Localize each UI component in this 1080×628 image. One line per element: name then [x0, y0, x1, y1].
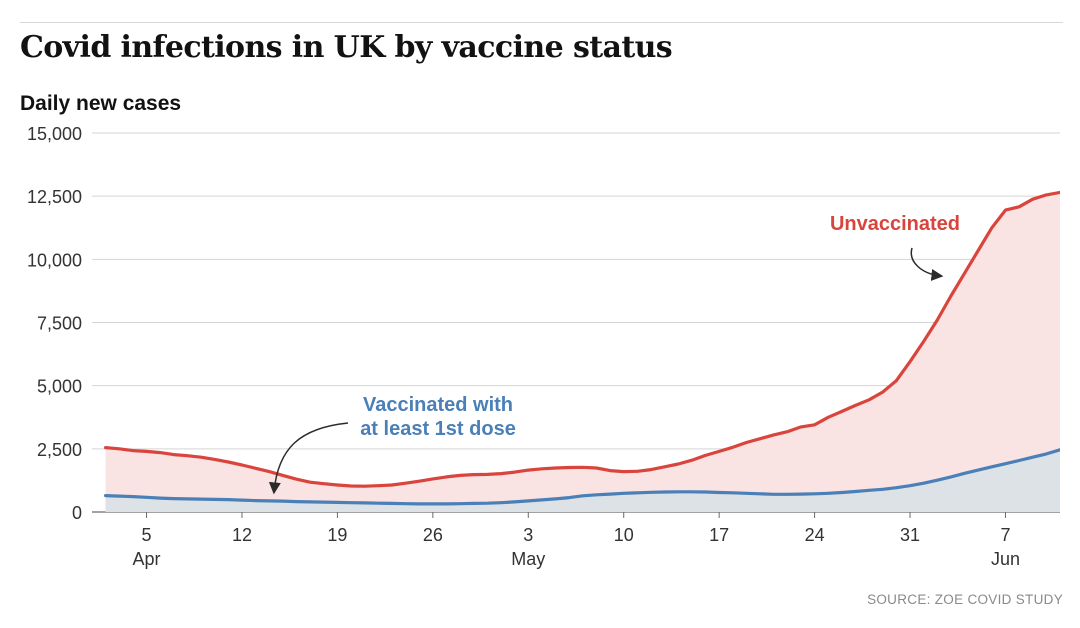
annotation-line: at least 1st dose	[360, 418, 516, 440]
x-tick-label: 12	[232, 525, 252, 545]
y-tick-label: 0	[72, 503, 82, 523]
x-month-label: Jun	[991, 549, 1020, 569]
annotation-line: Vaccinated with	[363, 394, 513, 416]
annotation-vaccinated: Vaccinated with at least 1st dose	[360, 394, 516, 440]
series-line-unvaccinated	[104, 190, 1060, 488]
annotation-vaccinated-arrow	[268, 422, 349, 495]
annotation-unvaccinated: Unvaccinated	[830, 213, 960, 235]
top-rule	[20, 22, 1063, 23]
line-layer	[104, 190, 1060, 506]
y-tick-label: 7,500	[37, 314, 82, 334]
area-layer	[105, 192, 1060, 512]
x-tick-label: 10	[614, 525, 634, 545]
x-tick-label: 17	[709, 525, 729, 545]
annotation-unvaccinated-arrow	[910, 247, 944, 281]
y-tick-label: 2,500	[37, 440, 82, 460]
x-tick-label: 7	[1000, 525, 1010, 545]
y-tick-label: 5,000	[37, 377, 82, 397]
y-axis-title: Daily new cases	[20, 92, 182, 115]
y-tick-label: 15,000	[27, 124, 82, 144]
tick-label-layer: 0 2,500 5,000 7,500 10,000 12,500 15,000 5 12 19 2…	[27, 124, 1020, 569]
source-note: SOURCE: ZOE COVID STUDY	[867, 592, 1063, 607]
y-tick-label: 12,500	[27, 187, 82, 207]
chart-title: Covid infections in UK by vaccine status	[20, 30, 673, 65]
x-month-label: May	[511, 549, 545, 569]
series-area-vaccinated	[105, 449, 1060, 512]
series-line-vaccinated	[104, 448, 1060, 506]
x-month-label: Apr	[133, 549, 161, 569]
annotation-layer: Unvaccinated Vaccinated with at least 1st…	[268, 213, 960, 495]
x-tick-label: 24	[805, 525, 825, 545]
x-tick-label: 31	[900, 525, 920, 545]
x-tick-label: 3	[523, 525, 533, 545]
annotation-line: Unvaccinated	[830, 213, 960, 235]
series-area-unvaccinated	[105, 192, 1060, 512]
x-tick-label: 26	[423, 525, 443, 545]
x-tick-label: 5	[142, 525, 152, 545]
y-tick-label: 10,000	[27, 250, 82, 270]
x-tick-label: 19	[327, 525, 347, 545]
